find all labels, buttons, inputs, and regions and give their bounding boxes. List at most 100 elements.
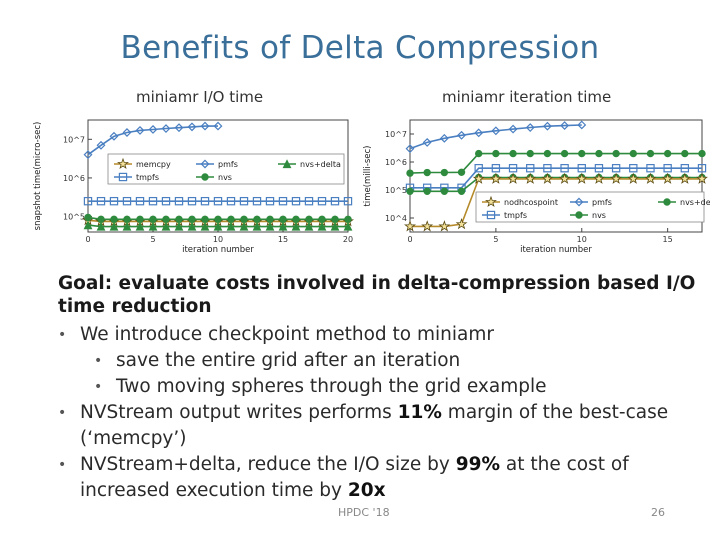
data-point	[457, 168, 466, 176]
data-point	[644, 172, 657, 184]
data-point	[252, 221, 262, 231]
legend-label: nvs+delta	[680, 198, 710, 207]
data-point	[489, 172, 502, 184]
legend-marker	[485, 195, 497, 207]
data-point	[148, 125, 158, 134]
legend-label: nvs	[592, 211, 606, 220]
data-point	[509, 149, 517, 158]
x-tick-label: 20	[343, 235, 353, 244]
data-point	[629, 164, 638, 173]
data-point	[188, 215, 196, 223]
series-line	[87, 125, 218, 156]
data-point	[200, 121, 210, 131]
data-point	[594, 164, 604, 173]
data-point	[646, 164, 655, 173]
data-point	[680, 164, 690, 173]
y-tick-label: 10^4	[385, 214, 407, 223]
data-point	[406, 187, 414, 195]
y-tick-label: 10^7	[63, 135, 85, 144]
page-number: 26	[651, 506, 665, 519]
data-point	[457, 187, 466, 195]
data-point	[457, 130, 466, 140]
data-point	[174, 221, 184, 231]
data-point	[109, 131, 119, 141]
data-point	[96, 221, 106, 231]
data-point	[122, 221, 132, 231]
data-point	[331, 215, 339, 223]
x-tick-label: 10	[213, 235, 223, 244]
y-axis-label: time(milli-sec)	[363, 146, 373, 207]
x-tick-label: 5	[493, 235, 498, 244]
data-point	[423, 187, 431, 195]
data-point	[474, 128, 484, 138]
data-point	[558, 172, 571, 184]
x-tick-label: 15	[278, 235, 288, 244]
data-point	[83, 150, 93, 160]
data-point	[343, 196, 353, 206]
bullet-list: We introduce checkpoint method to miniam…	[58, 322, 698, 504]
data-point	[291, 196, 301, 206]
data-point	[175, 215, 183, 223]
data-point	[492, 149, 500, 158]
y-tick-label: 10^5	[385, 186, 407, 195]
legend-label: pmfs	[218, 160, 238, 169]
data-point	[612, 149, 620, 158]
data-point	[406, 169, 414, 177]
data-point	[508, 164, 518, 173]
bullet-text: NVStream output writes performs	[80, 402, 398, 423]
data-point	[304, 196, 314, 206]
data-point	[149, 215, 157, 223]
legend-marker	[118, 172, 128, 182]
series-line	[409, 124, 582, 150]
data-point	[174, 123, 184, 133]
series-nvs+delta	[406, 149, 706, 177]
data-point	[491, 164, 501, 173]
y-tick-label: 10^7	[385, 130, 407, 139]
data-point	[507, 172, 519, 184]
data-point	[541, 172, 554, 184]
data-point	[213, 221, 223, 231]
data-point	[97, 215, 105, 223]
right-iteration-time-chart: 10^4 10^5 10^6 10^7 0 5 10 15 iteration number ti…	[363, 119, 710, 255]
data-point	[455, 217, 468, 230]
data-point	[318, 215, 326, 223]
legend-label: pmfs	[592, 198, 612, 207]
legend-label: nvs+delta	[300, 160, 341, 169]
data-point	[405, 144, 415, 154]
data-point	[109, 221, 119, 231]
data-point	[135, 196, 145, 206]
highlight-value: 99%	[455, 454, 501, 475]
data-point	[627, 172, 640, 184]
data-point	[305, 215, 313, 223]
legend-marker	[282, 159, 292, 169]
series-tmpfs	[405, 164, 707, 192]
right-chart-caption: miniamr iteration time	[442, 88, 612, 106]
data-point	[344, 215, 352, 223]
data-point	[330, 196, 340, 206]
y-axis-label: snapshot time(micro-sec)	[33, 122, 43, 231]
data-point	[214, 215, 222, 223]
data-point	[109, 196, 119, 206]
bullet-text: We introduce checkpoint method to miniam…	[80, 324, 495, 345]
data-point	[122, 196, 132, 206]
legend-label: nvs	[218, 173, 232, 182]
bullet-checkpoint: We introduce checkpoint method to miniam…	[58, 322, 698, 400]
sub-bullet-spheres: Two moving spheres through the grid exam…	[80, 374, 698, 400]
data-point	[421, 220, 434, 232]
data-point	[161, 221, 171, 231]
sub-bullet-text: Two moving spheres through the grid exam…	[116, 376, 547, 397]
data-point	[252, 196, 262, 206]
legend: nodhcospoint pmfs nvs+delta tmpfs nvs	[475, 191, 710, 223]
data-point	[610, 172, 623, 184]
sub-bullet-grid: save the entire grid after an iteration	[80, 348, 698, 374]
data-point	[291, 221, 301, 231]
data-point	[330, 221, 340, 231]
data-point	[187, 221, 197, 231]
data-point	[543, 164, 552, 173]
data-point	[404, 220, 416, 232]
data-point	[663, 164, 672, 173]
goal-heading: Goal: evaluate costs involved in delta-c…	[58, 273, 696, 317]
data-point	[135, 221, 145, 231]
data-point	[187, 122, 197, 132]
data-point	[577, 120, 587, 130]
